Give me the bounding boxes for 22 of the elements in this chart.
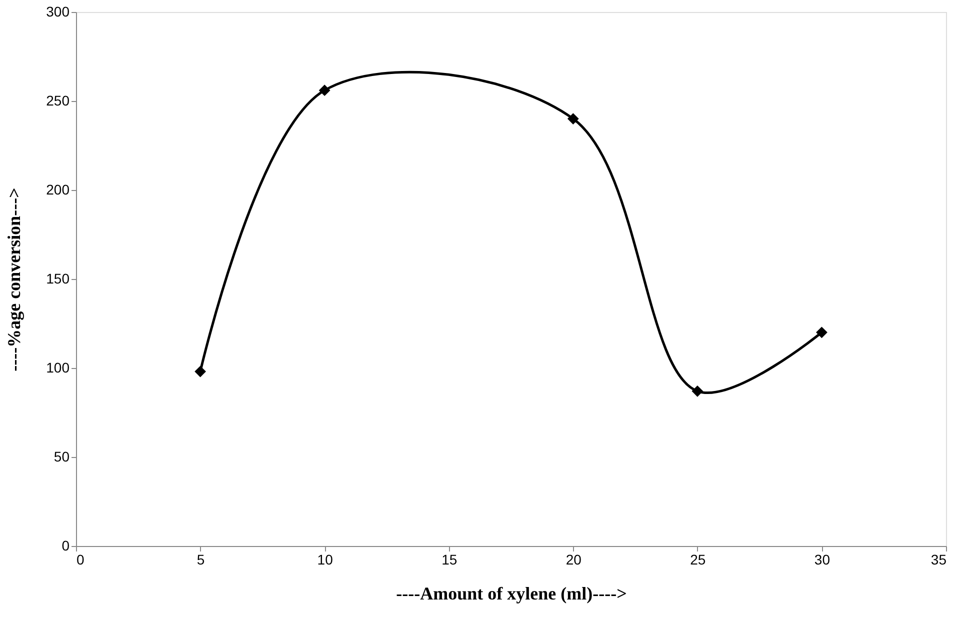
y-tick-label: 100 xyxy=(46,360,70,376)
x-tick-label: 20 xyxy=(566,552,582,568)
point xyxy=(567,113,579,124)
y-tick-label: 200 xyxy=(46,182,70,198)
x-tick-label: 0 xyxy=(76,552,84,568)
point xyxy=(194,366,206,378)
x-tick-label: 10 xyxy=(317,552,334,568)
y-axis-title: ----%age conversion---> xyxy=(4,188,24,372)
x-tick-label: 5 xyxy=(196,552,205,568)
x-tick-label: 25 xyxy=(690,552,706,568)
y-tick-label: 150 xyxy=(46,270,70,286)
x-tick-label: 35 xyxy=(930,552,947,568)
point xyxy=(318,84,330,96)
y-tick-label: 0 xyxy=(62,538,70,554)
y-tick-label: 50 xyxy=(54,448,70,464)
x-tick-label: 15 xyxy=(442,552,458,568)
x-axis-title: ----Amount of xylene (ml)----> xyxy=(396,584,627,604)
y-tick-label: 250 xyxy=(46,92,70,108)
x-tick-label: 30 xyxy=(814,552,830,568)
y-tick-label: 300 xyxy=(46,4,70,20)
point xyxy=(816,326,828,338)
point xyxy=(692,385,704,397)
